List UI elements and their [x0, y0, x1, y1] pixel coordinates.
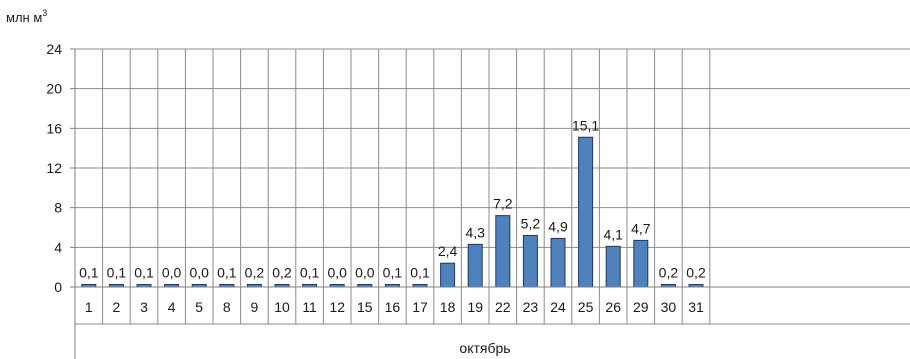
x-group-label: октябрь: [459, 340, 510, 356]
data-label-1: 0,1: [79, 265, 99, 281]
data-label-8: 0,1: [217, 265, 237, 281]
x-tick-label-26: 26: [605, 299, 621, 315]
x-tick-label-17: 17: [412, 299, 428, 315]
data-label-10: 0,2: [272, 265, 292, 281]
data-label-29: 4,7: [631, 220, 651, 236]
bar-26: [605, 245, 621, 288]
x-tick-label-22: 22: [495, 299, 511, 315]
data-label-4: 0,0: [162, 265, 182, 281]
bar-23: [522, 234, 538, 288]
x-tick-label-15: 15: [357, 299, 373, 315]
y-tick-labels: 0 4 8 12 16 20 24: [46, 41, 62, 295]
y-tick-label: 24: [46, 41, 62, 57]
x-tick-label-12: 12: [329, 299, 345, 315]
data-label-19: 4,3: [465, 224, 485, 240]
x-tick-labels: 1 2 3 4 5 8 9 10 11 12 15 16 17 18 19 22 23 24 25 26 29 30 31: [85, 299, 704, 315]
y-tick-label: 16: [46, 120, 62, 136]
data-label-17: 0,1: [410, 265, 430, 281]
data-label-23: 5,2: [521, 215, 541, 231]
bar-22: [495, 215, 511, 288]
x-tick-label-30: 30: [661, 299, 677, 315]
data-label-11: 0,1: [300, 265, 320, 281]
data-label-9: 0,2: [245, 265, 265, 281]
data-label-18: 2,4: [438, 243, 458, 259]
data-label-26: 4,1: [603, 226, 623, 242]
data-label-12: 0,0: [327, 265, 347, 281]
x-tick-label-4: 4: [168, 299, 176, 315]
unit-label-text: млн м: [6, 10, 42, 25]
x-tick-label-9: 9: [251, 299, 259, 315]
y-tick-label: 8: [54, 200, 62, 216]
data-label-2: 0,1: [107, 265, 127, 281]
x-tick-label-2: 2: [113, 299, 121, 315]
data-label-16: 0,1: [383, 265, 403, 281]
bar-24: [550, 237, 566, 288]
grid: [75, 48, 910, 325]
unit-superscript: 3: [42, 8, 47, 18]
x-tick-label-29: 29: [633, 299, 649, 315]
x-tick-label-8: 8: [223, 299, 231, 315]
data-label-25: 15,1: [572, 117, 599, 133]
y-tick-label: 12: [46, 160, 62, 176]
data-label-24: 4,9: [548, 218, 568, 234]
axes: [70, 48, 910, 359]
x-tick-label-3: 3: [140, 299, 148, 315]
bar-29: [633, 239, 649, 288]
bar-18: [440, 262, 456, 288]
data-label-22: 7,2: [493, 196, 513, 212]
x-tick-label-16: 16: [385, 299, 401, 315]
bar-25: [578, 136, 594, 288]
bar-19: [467, 243, 483, 288]
data-label-31: 0,2: [686, 265, 706, 281]
data-label-5: 0,0: [189, 265, 209, 281]
data-labels: 0,1 0,1 0,1 0,0 0,0 0,1 0,2 0,2 0,1 0,0 0,0 0,1 0,1 2…: [79, 117, 706, 280]
data-label-30: 0,2: [659, 265, 679, 281]
x-tick-label-11: 11: [302, 299, 317, 315]
y-tick-label: 0: [54, 279, 62, 295]
unit-label: млн м3: [6, 8, 47, 25]
y-tick-label: 20: [46, 81, 62, 97]
data-label-15: 0,0: [355, 265, 375, 281]
x-tick-label-25: 25: [578, 299, 594, 315]
x-tick-label-10: 10: [274, 299, 290, 315]
x-tick-label-19: 19: [467, 299, 483, 315]
x-tick-label-24: 24: [550, 299, 566, 315]
x-tick-label-31: 31: [688, 299, 704, 315]
x-tick-label-23: 23: [523, 299, 539, 315]
x-tick-label-5: 5: [195, 299, 203, 315]
y-tick-label: 4: [54, 239, 62, 255]
x-tick-label-1: 1: [85, 299, 93, 315]
x-tick-label-18: 18: [440, 299, 456, 315]
data-label-3: 0,1: [134, 265, 154, 281]
